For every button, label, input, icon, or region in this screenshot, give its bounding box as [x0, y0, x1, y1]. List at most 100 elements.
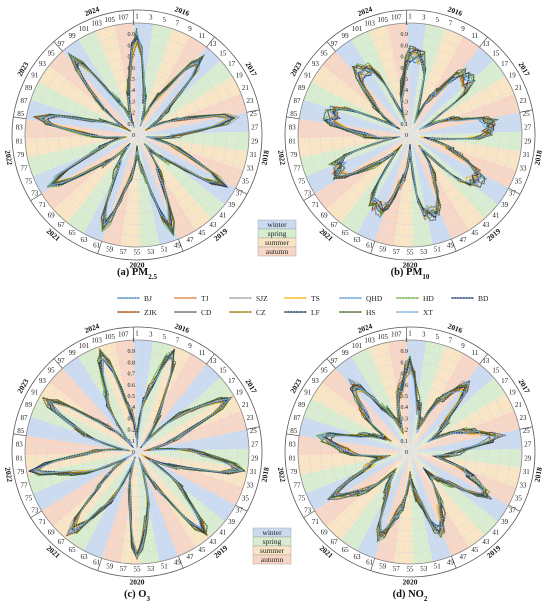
- outer-axis-circle: [24, 339, 250, 565]
- year-label-2020: 2020: [403, 261, 418, 270]
- angle-tick-label: 31: [523, 468, 531, 476]
- year-divider: [286, 116, 300, 120]
- angular-gridline: [34, 407, 138, 453]
- season-sector: [410, 356, 475, 452]
- season-sector: [300, 106, 410, 135]
- angular-gridline: [409, 90, 513, 136]
- angle-tick-label: 11: [471, 349, 478, 357]
- angular-gridline: [409, 115, 521, 136]
- angle-tick-label: 95: [48, 367, 56, 375]
- outer-axis-circle: [24, 22, 250, 248]
- angle-tick-label: 53: [420, 565, 428, 573]
- season-sector: [137, 112, 248, 135]
- angular-gridline: [409, 451, 522, 459]
- angle-tick-label: 19: [509, 389, 517, 397]
- season-swatch-autumn: [252, 554, 292, 565]
- angle-tick-label: 93: [312, 60, 320, 68]
- angular-gridline: [136, 340, 151, 453]
- season-sector: [137, 452, 247, 481]
- angular-gridline: [409, 128, 522, 136]
- year-divider: [303, 193, 315, 201]
- angle-tick-label: 19: [236, 72, 244, 80]
- angle-tick-label: 1: [408, 330, 412, 338]
- angular-gridline: [136, 90, 240, 136]
- year-divider: [519, 109, 533, 113]
- radial-tick-label: 1: [405, 338, 408, 344]
- season-sector: [410, 452, 520, 481]
- radial-tick-label: 0.9: [128, 349, 136, 355]
- angle-tick-label: 13: [482, 357, 490, 365]
- angular-gridline: [136, 134, 249, 142]
- angular-gridline: [136, 451, 219, 530]
- angular-gridline: [55, 134, 138, 213]
- angle-tick-label: 13: [209, 40, 217, 48]
- season-sector: [299, 112, 410, 135]
- angle-tick-label: 31: [250, 468, 258, 476]
- radial-tick-label: 0.8: [128, 360, 136, 366]
- angle-tick-label: 95: [321, 50, 329, 58]
- angle-tick-label: 103: [91, 20, 102, 28]
- angular-gridline: [328, 134, 411, 213]
- angle-tick-label: 63: [354, 553, 362, 561]
- angle-tick-label: 91: [304, 389, 312, 397]
- angle-tick-label: 67: [331, 538, 339, 546]
- season-sector: [410, 24, 433, 135]
- radial-tick-label: 0.1: [128, 439, 136, 445]
- season-sector: [410, 416, 519, 452]
- angle-tick-label: 25: [523, 427, 531, 435]
- year-label-2023: 2023: [288, 60, 303, 78]
- year-divider: [30, 193, 42, 201]
- season-sector: [137, 345, 179, 452]
- season-sector: [137, 452, 244, 494]
- year-divider: [178, 555, 184, 569]
- angle-tick-label: 19: [236, 389, 244, 397]
- season-label: autumn: [261, 555, 284, 564]
- angle-tick-label: 25: [250, 427, 258, 435]
- year-divider: [13, 433, 27, 437]
- angular-gridline: [409, 451, 461, 553]
- season-sector: [345, 39, 410, 135]
- season-sector: [362, 135, 410, 240]
- angle-tick-label: 3: [422, 13, 426, 21]
- year-divider: [519, 426, 533, 430]
- angular-gridline: [136, 342, 164, 453]
- season-label: spring: [263, 537, 282, 546]
- radial-tick-label: 0.5: [128, 77, 136, 83]
- season-sector: [410, 452, 458, 557]
- angle-tick-label: 59: [106, 562, 114, 570]
- season-sector: [38, 393, 137, 452]
- angle-tick-label: 61: [366, 558, 374, 566]
- radial-tick-label: 0.2: [128, 428, 136, 434]
- angle-tick-label: 87: [20, 414, 28, 422]
- angle-tick-label: 105: [105, 16, 116, 24]
- season-label: winter: [262, 528, 282, 537]
- season-sector: [83, 33, 137, 135]
- angle-tick-label: 89: [298, 84, 306, 92]
- year-divider: [508, 187, 521, 195]
- season-sector: [410, 33, 464, 135]
- angle-tick-label: 55: [407, 249, 415, 257]
- season-sector: [410, 28, 452, 136]
- radial-tick-label: 0.3: [401, 416, 409, 422]
- season-sector: [410, 135, 521, 158]
- season-sector: [340, 43, 410, 135]
- angular-gridline: [409, 342, 437, 453]
- series-CZ: [319, 370, 500, 539]
- angular-gridline: [409, 134, 437, 245]
- season-sector: [137, 135, 207, 227]
- season-sector: [318, 452, 410, 522]
- season-sector: [25, 435, 137, 452]
- angular-gridline: [25, 134, 138, 142]
- angle-tick-label: 73: [304, 190, 312, 198]
- radial-tick-label: 0.7: [128, 372, 136, 378]
- angle-tick-label: 83: [289, 124, 297, 132]
- angle-tick-label: 29: [251, 454, 259, 462]
- angle-tick-label: 81: [16, 137, 24, 145]
- angle-tick-label: 47: [186, 236, 194, 244]
- angle-tick-label: 33: [520, 164, 528, 172]
- angular-gridline: [409, 134, 449, 241]
- legend-label-TJ: TJ: [201, 294, 209, 303]
- season-sector: [410, 360, 480, 452]
- angle-tick-label: 105: [378, 333, 389, 341]
